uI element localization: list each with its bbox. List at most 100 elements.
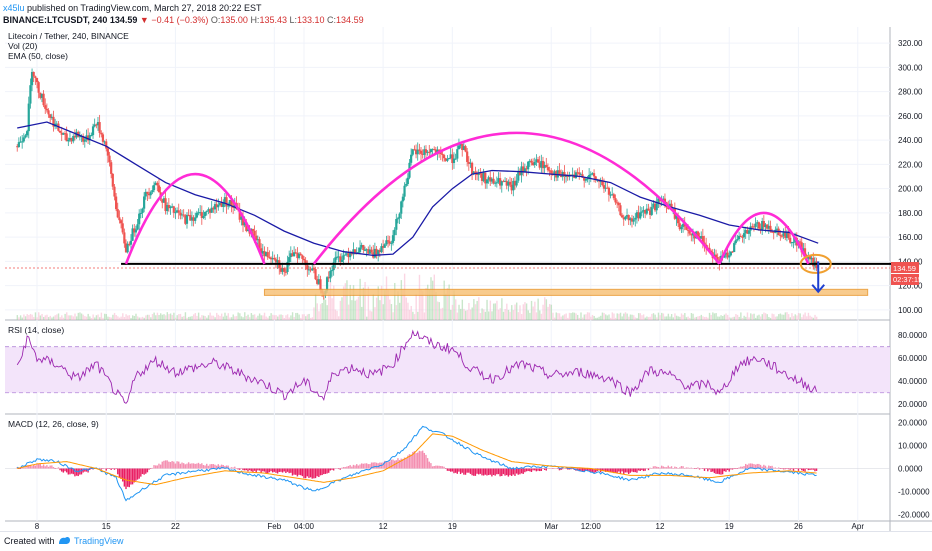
candle[interactable]	[110, 160, 113, 179]
candle[interactable]	[388, 235, 391, 246]
candle[interactable]	[540, 154, 543, 173]
candle[interactable]	[604, 181, 607, 192]
candle[interactable]	[241, 209, 245, 233]
candle[interactable]	[316, 275, 319, 286]
candle[interactable]	[307, 265, 311, 275]
candle[interactable]	[44, 98, 47, 114]
candle[interactable]	[204, 211, 207, 220]
candle[interactable]	[334, 251, 337, 269]
candle[interactable]	[347, 247, 350, 264]
candle[interactable]	[744, 226, 747, 239]
candle[interactable]	[128, 241, 131, 247]
candle[interactable]	[151, 185, 154, 195]
candle[interactable]	[213, 201, 217, 214]
candle[interactable]	[192, 215, 195, 227]
candle[interactable]	[149, 190, 152, 199]
rsi-line[interactable]	[16, 329, 818, 404]
candle[interactable]	[370, 246, 373, 255]
candle[interactable]	[88, 132, 91, 145]
candle[interactable]	[21, 134, 24, 149]
candle[interactable]	[810, 255, 813, 265]
candle[interactable]	[410, 148, 413, 166]
candle[interactable]	[429, 148, 433, 156]
candle[interactable]	[431, 148, 434, 155]
candle[interactable]	[639, 206, 642, 220]
candle[interactable]	[751, 223, 754, 229]
candle[interactable]	[136, 219, 139, 231]
candle[interactable]	[492, 172, 495, 185]
candle[interactable]	[759, 223, 762, 234]
candle[interactable]	[302, 256, 306, 263]
candle[interactable]	[264, 251, 268, 257]
candle[interactable]	[494, 180, 497, 187]
candle[interactable]	[82, 133, 85, 145]
candle[interactable]	[296, 247, 299, 264]
candle[interactable]	[169, 205, 172, 215]
candle[interactable]	[217, 198, 220, 211]
candle[interactable]	[477, 169, 480, 181]
candle[interactable]	[515, 174, 518, 188]
candle[interactable]	[156, 181, 159, 192]
candle[interactable]	[630, 214, 634, 228]
candle[interactable]	[385, 235, 388, 246]
candle[interactable]	[489, 171, 492, 186]
candle[interactable]	[456, 145, 459, 162]
candle[interactable]	[782, 228, 785, 239]
candle[interactable]	[475, 170, 479, 181]
candle[interactable]	[58, 130, 62, 133]
candle[interactable]	[124, 239, 128, 253]
candle[interactable]	[360, 242, 363, 250]
candle[interactable]	[63, 130, 67, 141]
candle[interactable]	[111, 173, 114, 190]
candle[interactable]	[276, 254, 279, 270]
candle[interactable]	[391, 230, 395, 246]
candle[interactable]	[393, 227, 396, 241]
candle[interactable]	[647, 203, 650, 211]
candle[interactable]	[255, 229, 258, 242]
candle[interactable]	[126, 241, 129, 254]
candle[interactable]	[32, 71, 35, 83]
candle[interactable]	[480, 171, 484, 186]
candle[interactable]	[578, 167, 581, 180]
candle[interactable]	[553, 169, 556, 182]
candle[interactable]	[115, 192, 118, 212]
candle[interactable]	[627, 214, 630, 226]
candle[interactable]	[485, 178, 489, 189]
candle[interactable]	[607, 186, 611, 202]
candle[interactable]	[83, 136, 86, 148]
candle[interactable]	[528, 158, 531, 167]
candle[interactable]	[622, 214, 625, 226]
candle[interactable]	[301, 254, 304, 264]
candle[interactable]	[588, 168, 591, 185]
candle[interactable]	[19, 136, 22, 143]
candle[interactable]	[208, 208, 212, 219]
candle[interactable]	[655, 196, 658, 215]
candle[interactable]	[536, 156, 540, 163]
candle[interactable]	[396, 216, 400, 224]
candle[interactable]	[174, 207, 177, 220]
highlight-ellipse[interactable]	[799, 253, 832, 274]
candle[interactable]	[790, 241, 793, 247]
pattern-arc[interactable]	[718, 211, 810, 265]
candle[interactable]	[405, 178, 408, 188]
candle[interactable]	[736, 234, 739, 242]
candle[interactable]	[189, 209, 192, 221]
candle[interactable]	[39, 92, 42, 100]
candle[interactable]	[67, 137, 70, 147]
candle[interactable]	[375, 245, 378, 259]
candle[interactable]	[166, 202, 169, 215]
candle[interactable]	[335, 251, 339, 260]
candle[interactable]	[517, 166, 520, 183]
candle[interactable]	[624, 215, 627, 221]
candle[interactable]	[103, 140, 106, 145]
candle[interactable]	[446, 155, 449, 163]
candle[interactable]	[133, 224, 136, 237]
candle[interactable]	[619, 202, 622, 217]
candle[interactable]	[484, 172, 487, 189]
candle[interactable]	[792, 237, 795, 249]
candle[interactable]	[403, 182, 406, 201]
candle[interactable]	[47, 108, 50, 118]
candle[interactable]	[452, 152, 456, 169]
candle[interactable]	[390, 240, 393, 251]
candle[interactable]	[472, 170, 475, 176]
